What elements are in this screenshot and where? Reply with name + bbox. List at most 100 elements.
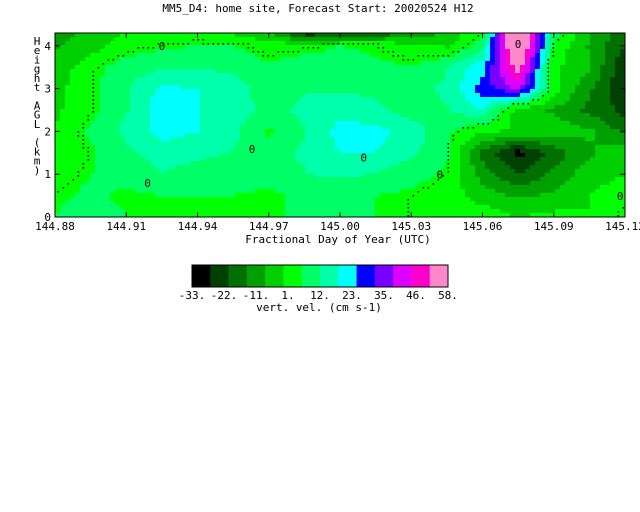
heatmap-cell xyxy=(580,105,586,110)
heatmap-cell xyxy=(110,165,116,170)
heatmap-cell xyxy=(605,169,611,174)
heatmap-cell xyxy=(80,113,86,118)
heatmap-cell xyxy=(385,65,391,70)
heatmap-cell xyxy=(115,77,121,82)
heatmap-cell xyxy=(140,125,146,130)
heatmap-cell xyxy=(410,177,416,182)
heatmap-cell xyxy=(140,141,146,146)
heatmap-cell xyxy=(250,181,256,186)
heatmap-cell xyxy=(170,169,176,174)
heatmap-cell xyxy=(220,137,226,142)
heatmap-cell xyxy=(485,153,491,158)
heatmap-cell xyxy=(450,57,456,62)
heatmap-cell xyxy=(590,149,596,154)
heatmap-cell xyxy=(435,197,441,202)
heatmap-cell xyxy=(495,177,501,182)
heatmap-cell xyxy=(425,193,431,198)
heatmap-cell xyxy=(95,161,101,166)
heatmap-cell xyxy=(290,157,296,162)
heatmap-cell xyxy=(515,173,521,178)
heatmap-cell xyxy=(255,45,261,50)
heatmap-cell xyxy=(100,185,106,190)
heatmap-cell xyxy=(490,141,496,146)
heatmap-cell xyxy=(515,157,521,162)
heatmap-cell xyxy=(440,205,446,210)
heatmap-cell xyxy=(155,69,161,74)
heatmap-cell xyxy=(250,137,256,142)
heatmap-cell xyxy=(395,145,401,150)
heatmap-cell xyxy=(125,129,131,134)
heatmap-cell xyxy=(555,129,561,134)
heatmap-cell xyxy=(620,81,625,86)
heatmap-cell xyxy=(605,137,611,142)
heatmap-cell xyxy=(105,93,111,98)
heatmap-cell xyxy=(570,165,576,170)
heatmap-cell xyxy=(120,129,126,134)
heatmap-cell xyxy=(330,117,336,122)
heatmap-cell xyxy=(430,169,436,174)
heatmap-cell xyxy=(130,201,136,206)
heatmap-cell xyxy=(145,129,151,134)
heatmap-cell xyxy=(185,181,191,186)
heatmap-cell xyxy=(375,141,381,146)
heatmap-cell xyxy=(470,105,476,110)
heatmap-cell xyxy=(395,45,401,50)
heatmap-cell xyxy=(120,65,126,70)
heatmap-cell xyxy=(190,129,196,134)
heatmap-cell xyxy=(150,117,156,122)
heatmap-cell xyxy=(310,33,316,38)
heatmap-cell xyxy=(485,53,491,58)
heatmap-cell xyxy=(615,81,621,86)
heatmap-cell xyxy=(435,45,441,50)
heatmap-cell xyxy=(405,133,411,138)
heatmap-cell xyxy=(150,85,156,90)
heatmap-cell xyxy=(420,173,426,178)
heatmap-cell xyxy=(310,169,316,174)
heatmap-cell xyxy=(290,97,296,102)
heatmap-cell xyxy=(105,113,111,118)
heatmap-cell xyxy=(315,101,321,106)
heatmap-cell xyxy=(565,69,571,74)
heatmap-cell xyxy=(465,197,471,202)
heatmap-cell xyxy=(440,61,446,66)
heatmap-cell xyxy=(400,137,406,142)
heatmap-cell xyxy=(505,41,511,46)
heatmap-cell xyxy=(615,169,621,174)
heatmap-cell xyxy=(575,145,581,150)
heatmap-cell xyxy=(335,201,341,206)
heatmap-cell xyxy=(410,169,416,174)
heatmap-cell xyxy=(410,137,416,142)
heatmap-cell xyxy=(250,69,256,74)
heatmap-cell xyxy=(225,169,231,174)
heatmap-cell xyxy=(450,165,456,170)
heatmap-cell xyxy=(600,121,606,126)
heatmap-cell xyxy=(80,157,86,162)
heatmap-cell xyxy=(275,45,281,50)
heatmap-cell xyxy=(250,109,256,114)
heatmap-cell xyxy=(265,45,271,50)
heatmap-cell xyxy=(285,37,291,42)
heatmap-cell xyxy=(205,145,211,150)
heatmap-cell xyxy=(615,61,621,66)
heatmap-cell xyxy=(300,137,306,142)
heatmap-cell xyxy=(610,89,616,94)
heatmap-cell xyxy=(425,121,431,126)
heatmap-cell xyxy=(440,69,446,74)
heatmap-cell xyxy=(150,137,156,142)
heatmap-cell xyxy=(260,89,266,94)
heatmap-cell xyxy=(220,185,226,190)
heatmap-cell xyxy=(345,133,351,138)
heatmap-cell xyxy=(65,125,71,130)
heatmap-cell xyxy=(310,145,316,150)
heatmap-cell xyxy=(460,193,466,198)
heatmap-cell xyxy=(195,125,201,130)
heatmap-cell xyxy=(305,185,311,190)
heatmap-cell xyxy=(275,65,281,70)
heatmap-cell xyxy=(260,93,266,98)
heatmap-cell xyxy=(455,97,461,102)
heatmap-cell xyxy=(160,177,166,182)
heatmap-cell xyxy=(75,193,81,198)
heatmap-cell xyxy=(140,129,146,134)
heatmap-cell xyxy=(555,149,561,154)
heatmap-cell xyxy=(510,173,516,178)
